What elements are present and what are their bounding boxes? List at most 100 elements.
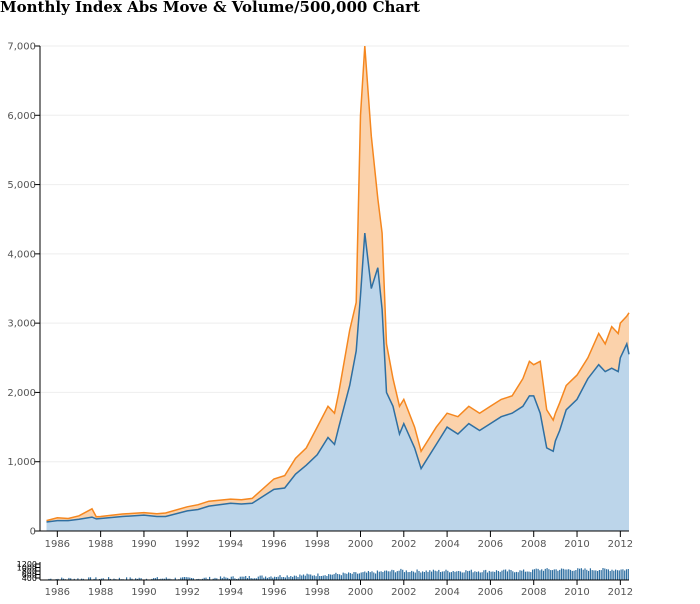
volume-bar	[618, 570, 620, 580]
volume-bar	[369, 572, 371, 580]
volume-bar	[317, 573, 319, 580]
volume-bar	[182, 577, 184, 580]
volume-bar	[441, 571, 443, 580]
volume-y-tick-label: 1000	[17, 564, 37, 573]
volume-bar	[515, 571, 517, 580]
volume-bar	[501, 570, 503, 580]
volume-x-tick-label: 1992	[175, 587, 200, 598]
volume-bar	[367, 571, 369, 580]
volume-bar	[198, 578, 200, 580]
volume-bar	[537, 568, 539, 580]
volume-bar	[191, 578, 193, 580]
volume-x-tick-label: 2008	[521, 587, 546, 598]
volume-bar	[440, 572, 442, 580]
volume-bar	[398, 570, 400, 580]
volume-bar	[503, 569, 505, 580]
volume-bar	[219, 576, 222, 580]
volume-bar	[416, 569, 418, 580]
y-tick-label: 0	[30, 527, 36, 538]
volume-bar	[301, 575, 303, 580]
volume-bar	[544, 568, 546, 580]
volume-bar	[521, 570, 523, 580]
volume-bar	[187, 577, 189, 580]
volume-bar	[50, 578, 52, 580]
volume-bar	[391, 569, 393, 580]
volume-bar	[407, 572, 409, 580]
volume-bar	[622, 569, 624, 580]
volume-bar	[140, 578, 142, 580]
volume-bar	[306, 573, 308, 580]
volume-bar	[319, 576, 321, 580]
volume-bar	[530, 572, 532, 580]
volume-bar	[272, 577, 274, 580]
volume-bar	[479, 572, 481, 580]
volume-bar	[492, 571, 494, 580]
volume-bar	[48, 578, 50, 580]
volume-bar	[582, 569, 584, 580]
volume-bar	[93, 578, 95, 580]
volume-bar	[293, 575, 295, 580]
x-tick-label: 2008	[521, 539, 546, 550]
volume-bar	[557, 570, 559, 580]
volume-bar	[183, 577, 185, 580]
volume-bar	[495, 570, 498, 580]
volume-bar	[569, 569, 572, 580]
volume-bar	[443, 571, 445, 580]
volume-bar	[230, 576, 232, 580]
volume-x-tick-label: 1996	[261, 587, 286, 598]
volume-bar	[476, 571, 478, 580]
volume-bar	[180, 577, 182, 580]
volume-bar	[422, 571, 424, 580]
volume-bar	[420, 572, 422, 580]
volume-bar	[82, 578, 84, 580]
volume-bar	[335, 572, 337, 580]
volume-bar	[490, 571, 492, 580]
volume-bar	[613, 570, 615, 580]
volume-x-tick-label: 2002	[391, 587, 416, 598]
volume-bar	[284, 577, 286, 580]
volume-bar	[506, 571, 508, 580]
x-tick-label: 2000	[348, 539, 373, 550]
volume-bar	[611, 569, 613, 580]
y-tick-label: 5,000	[7, 180, 36, 191]
volume-y-tick-label: 800	[22, 567, 37, 576]
volume-bars	[48, 568, 629, 580]
volume-x-tick-label: 2004	[434, 587, 459, 598]
volume-bar	[337, 574, 339, 580]
volume-bar	[250, 578, 252, 580]
volume-bar	[560, 568, 563, 580]
x-tick-label: 1988	[88, 539, 113, 550]
volume-bar	[548, 569, 550, 580]
series-area	[46, 233, 629, 531]
volume-bar	[409, 572, 411, 580]
volume-bar	[228, 578, 231, 580]
volume-bar	[313, 575, 315, 580]
volume-bar	[339, 574, 341, 580]
volume-bar	[463, 572, 465, 580]
volume-bar	[263, 577, 265, 580]
volume-x-tick-label: 2006	[478, 587, 503, 598]
volume-bar	[108, 577, 110, 580]
x-tick-label: 1994	[218, 539, 243, 550]
volume-bar	[387, 571, 389, 580]
volume-bar	[577, 568, 579, 580]
volume-bar	[508, 569, 510, 580]
volume-bar	[126, 577, 128, 580]
volume-bar	[472, 572, 474, 580]
volume-bar	[225, 577, 227, 580]
volume-bar	[427, 571, 429, 580]
volume-bar	[344, 573, 346, 580]
volume-bar	[602, 568, 604, 580]
volume-x-tick-label: 1986	[45, 587, 70, 598]
volume-bar	[333, 574, 335, 580]
volume-axes: 1986 1988 1990 1992 1994 1996 1998 2000 2002 2004…	[17, 560, 633, 598]
volume-bar	[232, 576, 234, 580]
volume-bar	[95, 577, 97, 580]
volume-bar	[533, 569, 535, 580]
volume-bar	[393, 570, 395, 580]
volume-bar	[362, 572, 364, 580]
volume-bar	[248, 576, 250, 580]
volume-bar	[517, 572, 519, 580]
y-tick-label: 6,000	[7, 111, 36, 122]
volume-bar	[600, 570, 602, 580]
